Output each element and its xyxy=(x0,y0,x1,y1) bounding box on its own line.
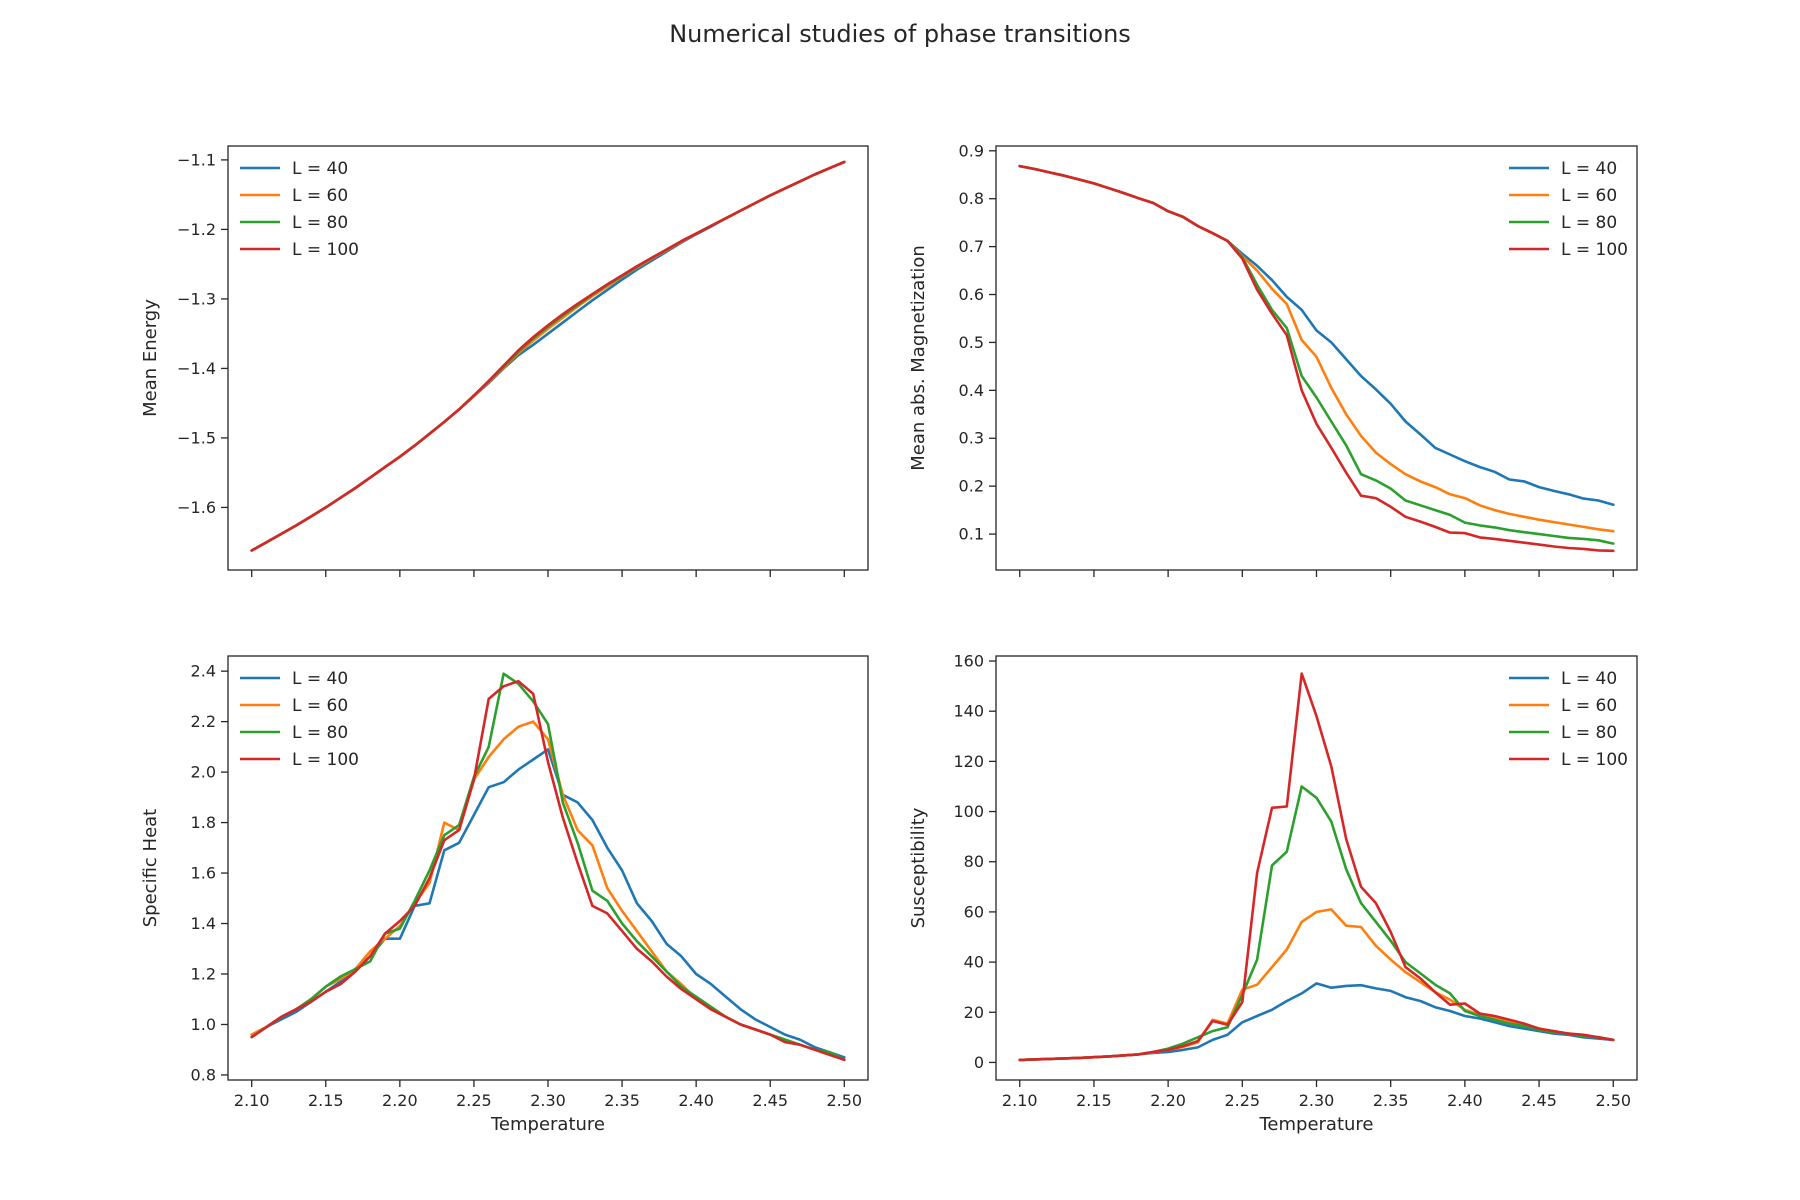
chart-1-legend-label-l-40: L = 40 xyxy=(1561,159,1617,179)
chart-0-legend: L = 40 L = 60 L = 80 L = 100 xyxy=(240,159,359,260)
chart-3-x-tick-label: 2.35 xyxy=(1373,1091,1409,1110)
chart-0-series-l-100 xyxy=(250,160,846,552)
chart-3-legend-label-l-80: L = 80 xyxy=(1561,723,1617,743)
chart-2-y-tick-label: 1.2 xyxy=(191,965,216,984)
chart-2-x-axis-label: Temperature xyxy=(490,1114,605,1135)
chart-3-x-tick-label: 2.15 xyxy=(1076,1091,1112,1110)
chart-0-legend-label-l-60: L = 60 xyxy=(292,186,348,206)
chart-0-y-tick-label: −1.3 xyxy=(177,289,216,308)
chart-0-y-axis-label: Mean Energy xyxy=(140,299,161,417)
chart-3-y-tick-label: 120 xyxy=(953,752,984,771)
chart-3-x-tick-label: 2.30 xyxy=(1299,1091,1335,1110)
chart-3-x-tick-label: 2.40 xyxy=(1447,1091,1483,1110)
chart-1-y-axis-label: Mean abs. Magnetization xyxy=(908,245,929,471)
chart-2-x-tick-label: 2.10 xyxy=(234,1091,270,1110)
chart-2-y-tick-label: 1.4 xyxy=(191,914,216,933)
chart-2-x-tick-label: 2.20 xyxy=(382,1091,418,1110)
chart-2-x-tick-label: 2.45 xyxy=(752,1091,788,1110)
chart-0-y-tick-label: −1.1 xyxy=(177,150,216,169)
chart-3-y-tick-label: 40 xyxy=(964,953,984,972)
chart-2-y-tick-label: 1.6 xyxy=(191,864,216,883)
panel-mean-energy: −1.6 −1.5 −1.4 −1.3 −1.2 −1.1 Mean Energy L = 4… xyxy=(140,145,869,577)
chart-3-legend: L = 40 L = 60 L = 80 L = 100 xyxy=(1509,669,1628,770)
chart-1-legend-label-l-60: L = 60 xyxy=(1561,186,1617,206)
figure-suptitle: Numerical studies of phase transitions xyxy=(669,20,1131,48)
chart-1-legend-label-l-80: L = 80 xyxy=(1561,213,1617,233)
chart-3-y-tick-label: 60 xyxy=(964,902,984,921)
chart-3-series-l-100 xyxy=(1018,672,1615,1062)
chart-1-y-tick-label: 0.5 xyxy=(959,333,984,352)
chart-2-series-l-100 xyxy=(250,679,846,1062)
chart-1-y-tick-label: 0.3 xyxy=(959,429,984,448)
chart-1-y-tick-label: 0.1 xyxy=(959,525,984,544)
chart-2-x-tick-label: 2.50 xyxy=(826,1091,862,1110)
chart-0-legend-label-l-100: L = 100 xyxy=(292,240,359,260)
chart-3-x-tick-label: 2.45 xyxy=(1521,1091,1557,1110)
chart-3-y-tick-label: 0 xyxy=(974,1053,984,1072)
chart-1-y-tick-label: 0.9 xyxy=(959,141,984,160)
chart-2-y-tick-label: 2.2 xyxy=(191,712,216,731)
panel-specific-heat: 2.10 2.15 2.20 2.25 2.30 2.35 2.40 2.45 2.50 0.8 1… xyxy=(140,655,869,1135)
chart-2-y-tick-label: 1.8 xyxy=(191,813,216,832)
chart-3-x-axis-label: Temperature xyxy=(1258,1114,1373,1135)
chart-2-legend-label-l-100: L = 100 xyxy=(292,750,359,770)
chart-2-legend-label-l-80: L = 80 xyxy=(292,723,348,743)
chart-0-y-tick-label: −1.4 xyxy=(177,359,216,378)
chart-3-y-axis-label: Susceptibility xyxy=(908,807,929,928)
chart-3-x-tick-label: 2.10 xyxy=(1002,1091,1038,1110)
chart-1-y-tick-label: 0.7 xyxy=(959,237,984,256)
chart-2-y-tick-label: 0.8 xyxy=(191,1065,216,1084)
chart-3-x-tick-label: 2.50 xyxy=(1595,1091,1631,1110)
chart-2-y-axis-label: Specific Heat xyxy=(140,809,161,927)
chart-3-y-tick-label: 80 xyxy=(964,852,984,871)
chart-0-legend-label-l-80: L = 80 xyxy=(292,213,348,233)
chart-2-x-tick-label: 2.35 xyxy=(604,1091,640,1110)
chart-1-legend: L = 40 L = 60 L = 80 L = 100 xyxy=(1509,159,1628,260)
chart-2-legend-label-l-40: L = 40 xyxy=(292,669,348,689)
chart-2-legend-label-l-60: L = 60 xyxy=(292,696,348,716)
chart-1-y-tick-label: 0.4 xyxy=(959,381,984,400)
chart-2-x-tick-label: 2.15 xyxy=(308,1091,344,1110)
chart-1-y-tick-label: 0.8 xyxy=(959,189,984,208)
chart-2-x-tick-label: 2.30 xyxy=(530,1091,566,1110)
chart-1-series-l-100 xyxy=(1018,164,1615,553)
chart-3-x-tick-label: 2.20 xyxy=(1150,1091,1186,1110)
chart-1-legend-label-l-100: L = 100 xyxy=(1561,240,1628,260)
chart-3-y-tick-label: 100 xyxy=(953,802,984,821)
chart-2-legend: L = 40 L = 60 L = 80 L = 100 xyxy=(240,669,359,770)
chart-3-y-tick-label: 20 xyxy=(964,1003,984,1022)
chart-3-x-tick-label: 2.25 xyxy=(1224,1091,1260,1110)
chart-3-y-tick-label: 160 xyxy=(953,652,984,671)
chart-2-y-tick-label: 2.0 xyxy=(191,763,216,782)
panel-susceptibility: 2.10 2.15 2.20 2.25 2.30 2.35 2.40 2.45 2.50 0 20 4… xyxy=(908,652,1638,1135)
chart-2-y-tick-label: 2.4 xyxy=(191,662,216,681)
chart-0-y-tick-label: −1.5 xyxy=(177,428,216,447)
chart-0-legend-label-l-40: L = 40 xyxy=(292,159,348,179)
chart-3-legend-label-l-40: L = 40 xyxy=(1561,669,1617,689)
chart-2-x-tick-label: 2.40 xyxy=(678,1091,714,1110)
chart-3-y-tick-label: 140 xyxy=(953,702,984,721)
chart-1-y-tick-label: 0.2 xyxy=(959,477,984,496)
chart-0-y-tick-label: −1.2 xyxy=(177,220,216,239)
chart-2-x-tick-label: 2.25 xyxy=(456,1091,492,1110)
chart-3-legend-label-l-100: L = 100 xyxy=(1561,750,1628,770)
chart-2-y-tick-label: 1.0 xyxy=(191,1015,216,1034)
chart-0-y-tick-label: −1.6 xyxy=(177,498,216,517)
chart-1-y-tick-label: 0.6 xyxy=(959,285,984,304)
panel-mean-abs-magnetization: 0.1 0.2 0.3 0.4 0.5 0.6 0.7 0.8 0.9 Mean abs. Mag… xyxy=(908,141,1638,577)
chart-3-legend-label-l-60: L = 60 xyxy=(1561,696,1617,716)
